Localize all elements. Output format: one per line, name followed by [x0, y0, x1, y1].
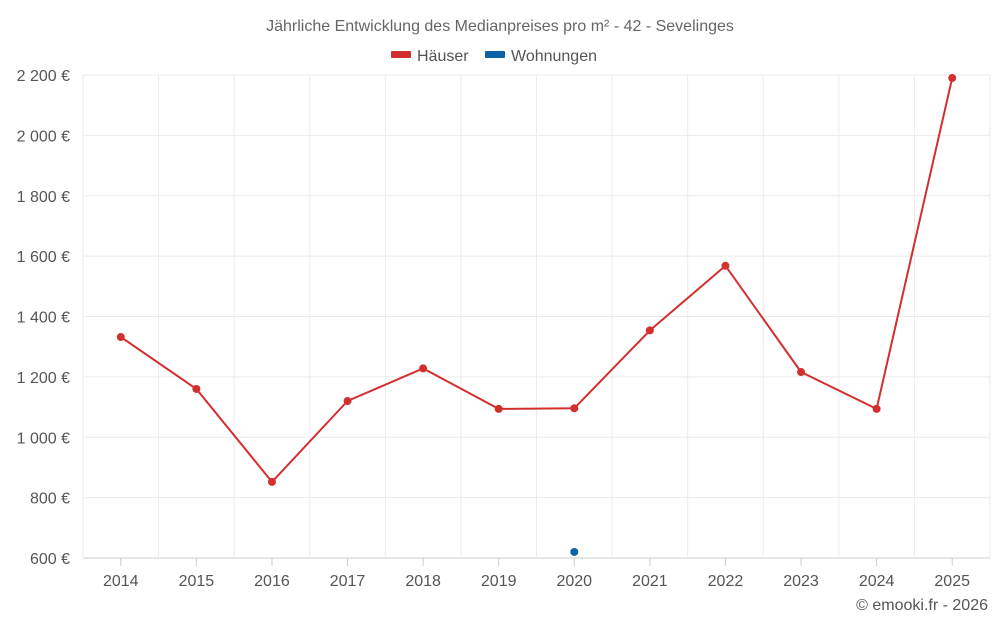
- credit-text: © emooki.fr - 2026: [856, 597, 988, 614]
- series-2-point-2020: [570, 547, 579, 556]
- series-1-point-2025: [948, 74, 957, 83]
- x-tick-label-2019: 2019: [481, 573, 517, 590]
- y-tick-label-2200: 2 200 €: [17, 68, 70, 85]
- y-tick-label-800: 800 €: [30, 491, 70, 508]
- series-1-point-2019: [494, 404, 503, 413]
- series-1-point-2021: [645, 326, 654, 335]
- x-tick-label-2014: 2014: [103, 573, 139, 590]
- series-1-point-2014: [116, 333, 125, 342]
- legend-label-1: Häuser: [417, 48, 469, 65]
- chart-title: Jährliche Entwicklung des Medianpreises …: [266, 18, 734, 35]
- y-tick-label-2000: 2 000 €: [17, 128, 70, 145]
- series-1-point-2024: [872, 404, 881, 413]
- series-1-point-2015: [192, 384, 201, 393]
- series-1-point-2022: [721, 261, 730, 270]
- y-tick-label-1200: 1 200 €: [17, 370, 70, 387]
- series-1-point-2016: [267, 477, 276, 486]
- x-tick-label-2015: 2015: [179, 573, 215, 590]
- y-tick-label-1600: 1 600 €: [17, 249, 70, 266]
- grid-lines: [82, 74, 991, 559]
- series-1-line: [120, 77, 954, 483]
- legend-swatch-1: [391, 51, 411, 58]
- series-layer: [116, 74, 957, 556]
- x-tick-label-2020: 2020: [556, 573, 592, 590]
- series-1-point-2018: [419, 364, 428, 373]
- x-tick-label-2025: 2025: [934, 573, 970, 590]
- legend: Häuser Wohnungen: [391, 48, 597, 65]
- series-1-point-2017: [343, 397, 352, 406]
- legend-label-2: Wohnungen: [511, 48, 597, 65]
- x-tick-label-2022: 2022: [708, 573, 744, 590]
- y-axis: 600 € 800 € 1 000 € 1 200 € 1 400 € 1 600 € 1 …: [17, 68, 70, 568]
- series-1-point-2023: [797, 368, 806, 377]
- x-tick-label-2018: 2018: [405, 573, 441, 590]
- series-1-point-2020: [570, 404, 579, 413]
- y-tick-label-600: 600 €: [30, 551, 70, 568]
- x-tick-label-2017: 2017: [330, 573, 366, 590]
- x-tick-label-2024: 2024: [859, 573, 895, 590]
- x-tick-label-2023: 2023: [783, 573, 819, 590]
- y-tick-label-1000: 1 000 €: [17, 430, 70, 447]
- legend-swatch-2: [485, 51, 505, 58]
- x-axis: 2014 2015 2016 2017 2018 2019 2020 2021 2022 2023…: [103, 558, 970, 590]
- y-tick-label-1800: 1 800 €: [17, 189, 70, 206]
- x-tick-label-2016: 2016: [254, 573, 290, 590]
- x-tick-label-2021: 2021: [632, 573, 668, 590]
- y-tick-label-1400: 1 400 €: [17, 310, 70, 327]
